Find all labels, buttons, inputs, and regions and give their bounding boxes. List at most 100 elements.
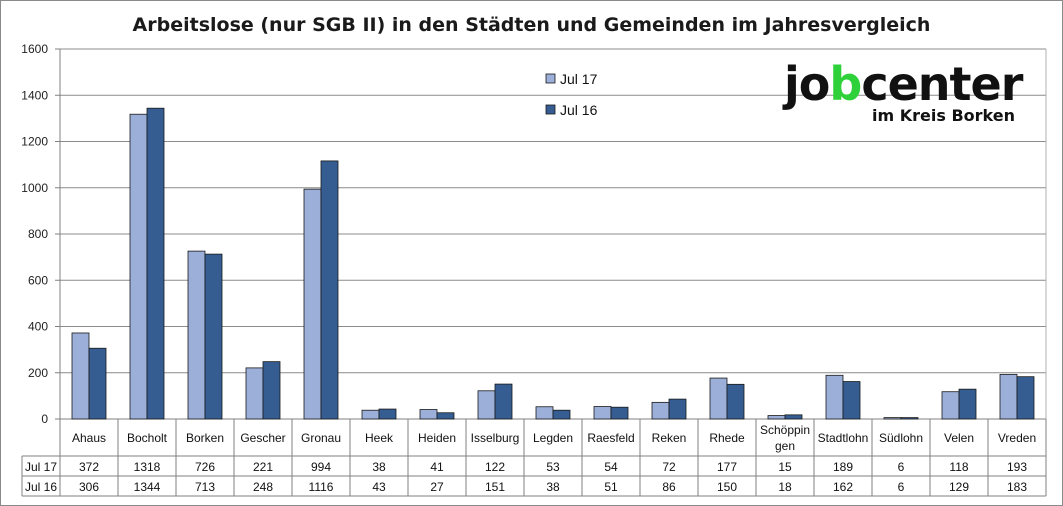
y-tick-label: 1400 [21,88,48,102]
logo-word-part2: center [861,57,1023,111]
legend-label: Jul 17 [560,71,598,87]
table-cell-value: 177 [717,460,737,474]
bar-jul16 [1016,376,1035,420]
category-label: Legden [533,431,573,445]
table-cell-value: 54 [604,460,618,474]
table-cell-value: 306 [79,480,99,494]
bar-jul16 [842,381,861,420]
bar-jul17 [419,409,438,420]
table-cell-value: 43 [372,480,386,494]
bar-jul16 [784,414,803,420]
table-cell-value: 162 [833,480,853,494]
y-tick-label: 0 [41,412,48,426]
table-cell-value: 51 [604,480,618,494]
category-label: Stadtlohn [818,431,869,445]
legend-label: Jul 16 [560,102,598,118]
legend-swatch [545,104,556,115]
table-cell-value: 189 [833,460,853,474]
category-label: Rhede [709,431,745,445]
table-cell-value: 41 [430,460,444,474]
table-series-name: Jul 16 [25,480,57,494]
table-cell-value: 1344 [134,480,161,494]
y-tick-label: 800 [28,227,48,241]
jobcenter-logo: jobcenter im Kreis Borken [784,56,1034,128]
bar-jul16 [320,160,339,420]
table-cell-value: 994 [311,460,331,474]
table-cell-value: 53 [546,460,560,474]
logo-wordmark: jobcenter [784,56,1023,112]
category-label: Vreden [998,431,1036,445]
bar-jul16 [494,383,513,420]
table-cell-value: 129 [949,480,969,494]
bar-jul17 [187,250,206,420]
bar-jul17 [999,373,1018,420]
bar-jul17 [303,188,322,420]
table-cell-value: 151 [485,480,505,494]
category-label: Bocholt [127,431,168,445]
table-cell-value: 15 [778,460,792,474]
table-cell-value: 193 [1007,460,1027,474]
table-cell-value: 221 [253,460,273,474]
bar-jul17 [651,401,670,420]
bar-jul17 [129,113,148,420]
table-cell-value: 372 [79,460,99,474]
bar-jul17 [535,406,554,420]
category-label: Ahaus [72,431,106,445]
category-label: Schöppin [760,423,810,437]
bar-jul17 [477,390,496,420]
table-cell-value: 72 [662,460,676,474]
table-cell-value: 38 [546,480,560,494]
bar-jul17 [71,332,90,420]
y-tick-label: 1000 [21,181,48,195]
table-series-name: Jul 17 [25,460,57,474]
category-label: Heiden [418,431,456,445]
table-cell-value: 122 [485,460,505,474]
bar-jul17 [361,409,380,420]
table-cell-value: 726 [195,460,215,474]
category-label: Südlohn [879,431,923,445]
bar-jul16 [204,253,223,420]
legend-swatch [545,73,556,84]
category-label: Velen [944,431,974,445]
bar-jul16 [900,417,919,420]
category-label: Reken [652,431,687,445]
logo-word-highlight: b [829,57,862,111]
chart-title: Arbeitslose (nur SGB II) in den Städten … [132,14,931,36]
table-cell-value: 27 [430,480,444,494]
category-label: Borken [186,431,224,445]
y-tick-label: 400 [28,320,48,334]
bar-jul16 [668,398,687,420]
table-cell-value: 1318 [134,460,161,474]
y-tick-label: 1600 [21,42,48,56]
bar-jul16 [552,409,571,420]
table-cell-value: 183 [1007,480,1027,494]
table-cell-value: 1116 [309,480,334,494]
y-tick-label: 1200 [21,135,48,149]
bar-jul16 [378,408,397,420]
bar-jul17 [941,391,960,420]
bar-jul16 [88,347,107,420]
table-cell-value: 6 [898,480,905,494]
bar-jul16 [958,388,977,420]
table-cell-value: 18 [778,480,792,494]
table-cell-value: 713 [195,480,215,494]
bar-jul17 [245,367,264,420]
bar-jul16 [262,361,281,420]
table-cell-value: 150 [717,480,737,494]
category-label: Isselburg [471,431,520,445]
bar-jul16 [726,383,745,420]
bar-jul17 [709,377,728,420]
y-tick-label: 200 [28,366,48,380]
category-label: Raesfeld [587,431,634,445]
bar-jul17 [883,417,902,420]
category-label: Gescher [240,431,285,445]
category-label: gen [775,439,795,453]
category-label: Gronau [301,431,341,445]
bar-jul16 [610,406,629,420]
bar-jul17 [593,406,612,420]
bar-jul16 [146,107,165,420]
table-cell-value: 6 [898,460,905,474]
bar-jul17 [825,374,844,420]
